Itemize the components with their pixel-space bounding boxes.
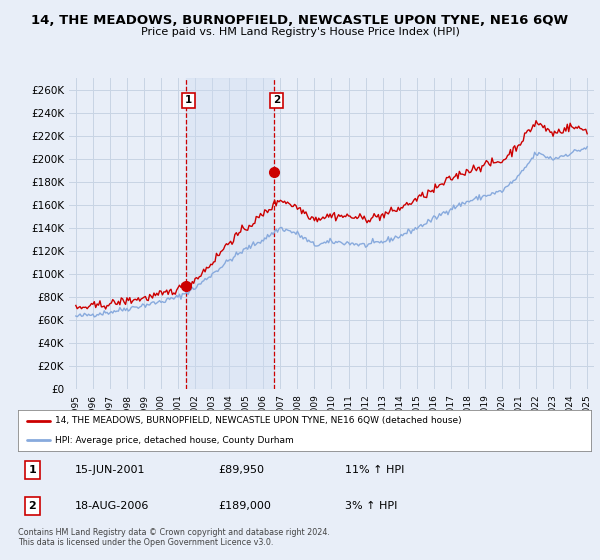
Text: 14, THE MEADOWS, BURNOPFIELD, NEWCASTLE UPON TYNE, NE16 6QW (detached house): 14, THE MEADOWS, BURNOPFIELD, NEWCASTLE … (55, 417, 462, 426)
Bar (186, 78, 274, 389)
Text: 3% ↑ HPI: 3% ↑ HPI (344, 501, 397, 511)
Text: 2: 2 (28, 501, 36, 511)
Text: £189,000: £189,000 (218, 501, 271, 511)
Text: HPI: Average price, detached house, County Durham: HPI: Average price, detached house, Coun… (55, 436, 294, 445)
Text: 1: 1 (185, 95, 192, 105)
Text: Price paid vs. HM Land Registry's House Price Index (HPI): Price paid vs. HM Land Registry's House … (140, 27, 460, 37)
Text: 11% ↑ HPI: 11% ↑ HPI (344, 465, 404, 475)
Text: £89,950: £89,950 (218, 465, 265, 475)
Text: Contains HM Land Registry data © Crown copyright and database right 2024.
This d: Contains HM Land Registry data © Crown c… (18, 528, 330, 547)
Text: 14, THE MEADOWS, BURNOPFIELD, NEWCASTLE UPON TYNE, NE16 6QW: 14, THE MEADOWS, BURNOPFIELD, NEWCASTLE … (31, 14, 569, 27)
Text: 2: 2 (273, 95, 280, 105)
Text: 18-AUG-2006: 18-AUG-2006 (76, 501, 149, 511)
Text: 1: 1 (28, 465, 36, 475)
Text: 15-JUN-2001: 15-JUN-2001 (76, 465, 146, 475)
